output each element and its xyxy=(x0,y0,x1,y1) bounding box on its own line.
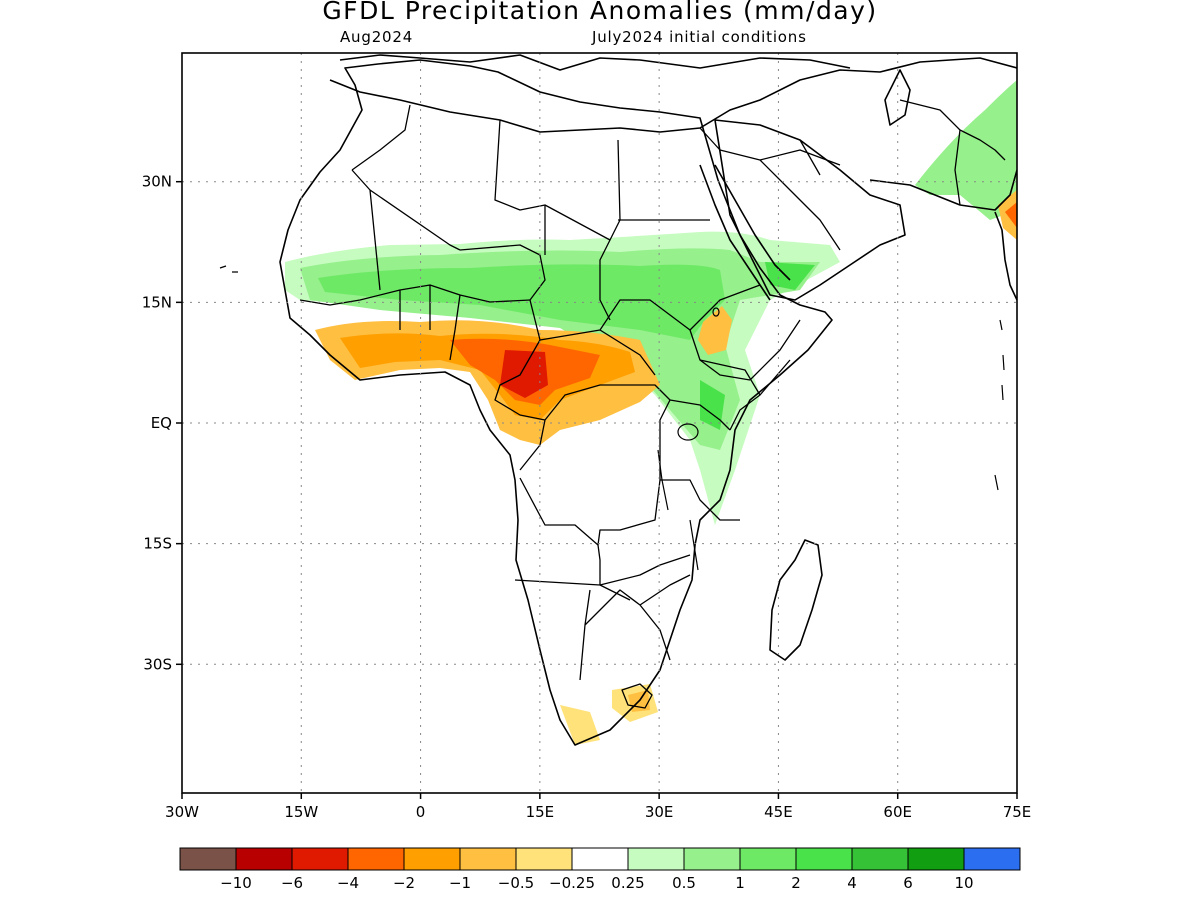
red-sea-coastline xyxy=(699,164,791,301)
legend-swatch xyxy=(907,847,965,871)
lon-tick-label: 30W xyxy=(165,803,199,821)
legend-label: −1 xyxy=(449,874,471,892)
cameroon-dry-max xyxy=(500,350,548,398)
legend-label: 1 xyxy=(735,874,745,892)
canary-islands xyxy=(219,265,238,273)
coastlines xyxy=(279,54,1017,746)
legend-swatch xyxy=(963,847,1021,871)
legend-label: −10 xyxy=(220,874,252,892)
india-coastline xyxy=(994,211,1017,301)
border-middle-east xyxy=(699,127,841,251)
ethiopia-dry-pocket xyxy=(698,306,732,355)
lat-tick-label: 30S xyxy=(143,655,172,673)
legend-label: −6 xyxy=(281,874,303,892)
border-lesotho xyxy=(621,683,653,709)
arabia-coastline xyxy=(714,119,906,301)
lakes-islands xyxy=(219,265,1005,571)
lake-tana xyxy=(712,307,720,317)
legend-label: −0.5 xyxy=(498,874,534,892)
border-asia xyxy=(899,99,1006,206)
legend-swatch xyxy=(459,847,517,871)
india-wet-band xyxy=(915,80,1017,220)
legend-label: 2 xyxy=(791,874,801,892)
legend-swatch xyxy=(739,847,797,871)
border-sahel xyxy=(299,284,531,361)
legend-swatch xyxy=(347,847,405,871)
lat-tick-label: 15S xyxy=(143,535,172,553)
map-plot-area xyxy=(182,53,1017,793)
legend-label: −0.25 xyxy=(549,874,595,892)
axis-ticks: 30W 15W 0 15E 30E 45E 60E 75E 30N 15N EQ 15S 30S xyxy=(142,173,1032,821)
lon-tick-label: 30E xyxy=(645,803,674,821)
lon-tick-label: 75E xyxy=(1003,803,1032,821)
lat-tick-label: EQ xyxy=(151,414,172,432)
legend-swatch xyxy=(515,847,573,871)
legend-label: −4 xyxy=(337,874,359,892)
legend-swatch xyxy=(179,847,237,871)
madagascar-coastline xyxy=(769,539,823,661)
anomaly-shading xyxy=(285,80,1017,745)
grid-lines xyxy=(182,53,1017,793)
legend-swatch xyxy=(403,847,461,871)
country-borders xyxy=(299,99,1006,709)
legend-label: 4 xyxy=(847,874,857,892)
legend-label: 0.5 xyxy=(672,874,696,892)
india-dry-core xyxy=(1005,202,1017,228)
lon-tick-label: 60E xyxy=(883,803,912,821)
border-horn xyxy=(749,319,801,396)
legend-swatch xyxy=(235,847,293,871)
legend-label: 10 xyxy=(954,874,973,892)
lon-tick-label: 0 xyxy=(416,803,426,821)
border-maghreb xyxy=(351,104,621,291)
legend-label: 6 xyxy=(903,874,913,892)
lake-victoria xyxy=(677,423,699,441)
lat-tick-label: 30N xyxy=(142,173,172,191)
legend-swatch xyxy=(683,847,741,871)
lon-tick-label: 45E xyxy=(764,803,793,821)
sahel-wet-core xyxy=(318,264,725,340)
initial-conditions-label: July2024 initial conditions xyxy=(592,28,807,46)
legend-swatch xyxy=(851,847,909,871)
legend-label: 0.25 xyxy=(611,874,644,892)
legend-swatch xyxy=(627,847,685,871)
africa-coastline xyxy=(279,59,833,746)
lon-tick-label: 15W xyxy=(284,803,318,821)
iran-coastline xyxy=(869,169,1017,211)
europe-coastline xyxy=(339,54,851,71)
map-title: GFDL Precipitation Anomalies (mm/day) xyxy=(322,0,878,25)
lake-malawi xyxy=(689,519,699,571)
indian-ocean-islands xyxy=(994,319,1005,491)
legend-label: −2 xyxy=(393,874,415,892)
legend-swatch xyxy=(291,847,349,871)
color-legend: −10 −6 −4 −2 −1 −0.5 −0.25 0.25 0.5 1 2 4 6 10 xyxy=(179,847,1021,892)
legend-swatch xyxy=(795,847,853,871)
border-south xyxy=(514,544,691,681)
lat-tick-label: 15N xyxy=(142,293,172,311)
caspian-coastline xyxy=(884,69,911,126)
lake-tanganyika xyxy=(657,449,669,511)
forecast-month: Aug2024 xyxy=(340,28,414,46)
legend-swatch xyxy=(571,847,629,871)
mediterranean-coastline xyxy=(329,57,1017,133)
lon-tick-label: 15E xyxy=(526,803,555,821)
